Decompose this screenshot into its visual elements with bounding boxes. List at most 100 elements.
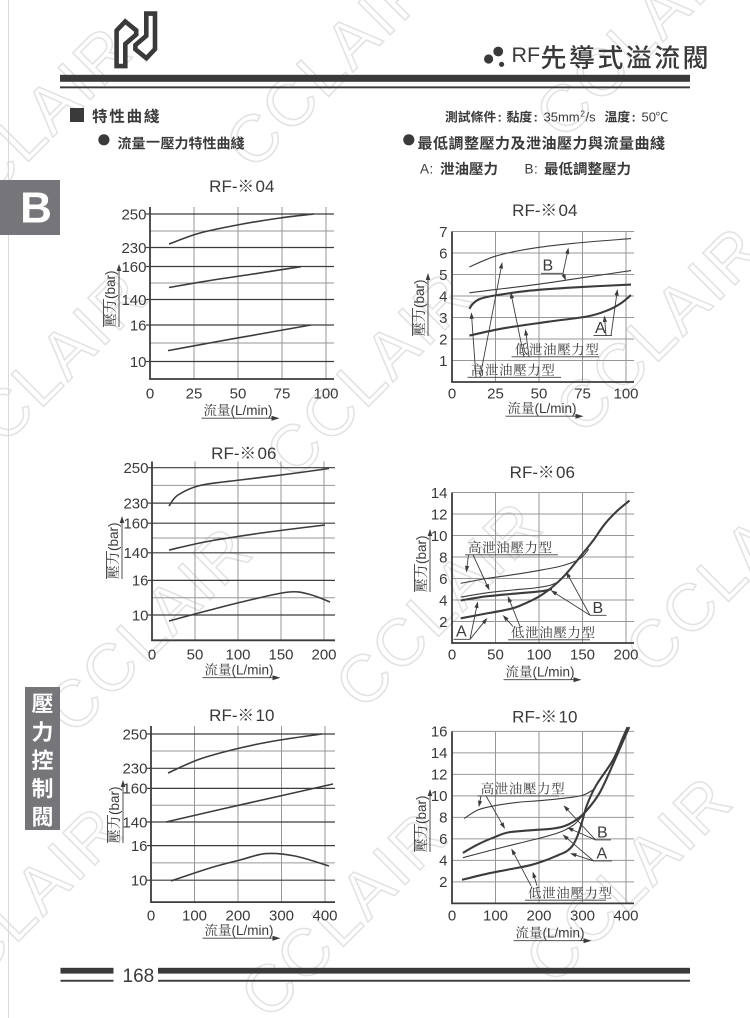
svg-text:0: 0 xyxy=(146,385,154,402)
svg-text:04: 04 xyxy=(559,201,578,220)
svg-text:2: 2 xyxy=(439,331,447,348)
svg-text:75: 75 xyxy=(274,385,291,402)
svg-text:16: 16 xyxy=(431,724,448,741)
svg-text:(bar): (bar) xyxy=(412,279,427,308)
svg-text:100: 100 xyxy=(526,646,551,663)
svg-text:160: 160 xyxy=(122,781,147,798)
svg-text:200: 200 xyxy=(311,647,336,664)
svg-text:(L/min): (L/min) xyxy=(232,663,274,678)
svg-text:2: 2 xyxy=(581,110,586,119)
svg-text:B: B xyxy=(593,600,604,617)
svg-text:(bar): (bar) xyxy=(103,270,118,299)
svg-text:A: A xyxy=(595,320,606,337)
svg-text:50: 50 xyxy=(487,646,504,663)
svg-text:A: A xyxy=(420,162,429,177)
svg-text:4: 4 xyxy=(439,288,447,305)
svg-text:(L/min): (L/min) xyxy=(231,403,273,418)
svg-text:RF-: RF- xyxy=(512,708,540,727)
svg-text:(bar): (bar) xyxy=(107,786,122,815)
svg-text:0: 0 xyxy=(448,646,456,663)
svg-text:A: A xyxy=(597,845,608,862)
svg-text:3: 3 xyxy=(439,310,447,327)
svg-text:A: A xyxy=(456,624,467,641)
svg-text::: : xyxy=(632,110,636,125)
svg-text:100: 100 xyxy=(483,908,508,925)
svg-text:75: 75 xyxy=(574,385,591,402)
svg-text:16: 16 xyxy=(132,573,149,590)
svg-text:230: 230 xyxy=(122,761,147,778)
svg-text:50: 50 xyxy=(187,647,204,664)
svg-text:200: 200 xyxy=(526,908,551,925)
svg-text:14: 14 xyxy=(431,745,448,762)
svg-text:250: 250 xyxy=(122,726,147,743)
svg-text:RF: RF xyxy=(512,43,541,67)
svg-text:1: 1 xyxy=(439,353,447,370)
svg-text:12: 12 xyxy=(431,506,448,523)
svg-text:0: 0 xyxy=(448,385,456,402)
svg-text:0: 0 xyxy=(147,908,155,925)
svg-text:4: 4 xyxy=(439,853,447,870)
svg-text:10: 10 xyxy=(256,706,275,725)
svg-text:06: 06 xyxy=(258,444,277,463)
svg-text:10: 10 xyxy=(431,528,448,545)
svg-text:10: 10 xyxy=(130,354,147,371)
svg-text::: : xyxy=(534,162,538,177)
svg-text:/s: /s xyxy=(586,110,597,125)
svg-text:RF-: RF- xyxy=(512,201,540,220)
svg-text:250: 250 xyxy=(123,460,148,477)
svg-text:230: 230 xyxy=(123,495,148,512)
svg-text:16: 16 xyxy=(130,317,147,334)
svg-text:10: 10 xyxy=(132,607,149,624)
svg-text:(L/min): (L/min) xyxy=(232,923,274,938)
svg-text:RF-: RF- xyxy=(510,463,538,482)
svg-text:100: 100 xyxy=(182,908,207,925)
svg-text:10: 10 xyxy=(431,788,448,805)
svg-text:200: 200 xyxy=(613,646,638,663)
svg-text:14: 14 xyxy=(431,485,448,502)
svg-text:200: 200 xyxy=(225,908,250,925)
svg-text:06: 06 xyxy=(556,463,575,482)
svg-text:25: 25 xyxy=(186,385,203,402)
svg-text:150: 150 xyxy=(570,646,595,663)
svg-text:50: 50 xyxy=(230,385,247,402)
svg-text:2: 2 xyxy=(439,614,447,631)
svg-text:35mm: 35mm xyxy=(544,110,580,125)
svg-text:12: 12 xyxy=(431,767,448,784)
svg-text:5: 5 xyxy=(439,267,447,284)
svg-text:(L/min): (L/min) xyxy=(543,926,585,941)
svg-text:230: 230 xyxy=(121,240,146,257)
svg-text:16: 16 xyxy=(131,838,148,855)
svg-text:B: B xyxy=(597,824,608,841)
svg-text:50: 50 xyxy=(642,110,656,125)
svg-text:RF-: RF- xyxy=(211,444,239,463)
svg-text::: : xyxy=(534,110,538,125)
svg-text:04: 04 xyxy=(256,177,275,196)
svg-text:6: 6 xyxy=(439,245,447,262)
svg-text:300: 300 xyxy=(570,908,595,925)
svg-text:7: 7 xyxy=(439,224,447,241)
svg-text:160: 160 xyxy=(121,259,146,276)
svg-text:(bar): (bar) xyxy=(414,795,429,824)
svg-text:8: 8 xyxy=(439,549,447,566)
svg-text:8: 8 xyxy=(439,810,447,827)
svg-text:400: 400 xyxy=(312,908,337,925)
svg-text:B: B xyxy=(525,162,534,177)
svg-text:2: 2 xyxy=(439,874,447,891)
svg-text:140: 140 xyxy=(121,292,146,309)
svg-text:(bar): (bar) xyxy=(414,535,429,564)
svg-text:140: 140 xyxy=(123,545,148,562)
svg-text:100: 100 xyxy=(613,385,638,402)
svg-text:6: 6 xyxy=(439,571,447,588)
svg-text:RF-: RF- xyxy=(209,177,237,196)
svg-text:B: B xyxy=(543,258,554,275)
svg-text:25: 25 xyxy=(487,385,504,402)
svg-text:6: 6 xyxy=(439,831,447,848)
svg-text:100: 100 xyxy=(313,385,338,402)
svg-text:160: 160 xyxy=(123,516,148,533)
svg-text:B: B xyxy=(20,184,52,233)
svg-text:10: 10 xyxy=(131,873,148,890)
svg-text::: : xyxy=(430,162,434,177)
svg-text:50: 50 xyxy=(531,385,548,402)
svg-text:150: 150 xyxy=(268,647,293,664)
svg-text:0: 0 xyxy=(448,908,456,925)
